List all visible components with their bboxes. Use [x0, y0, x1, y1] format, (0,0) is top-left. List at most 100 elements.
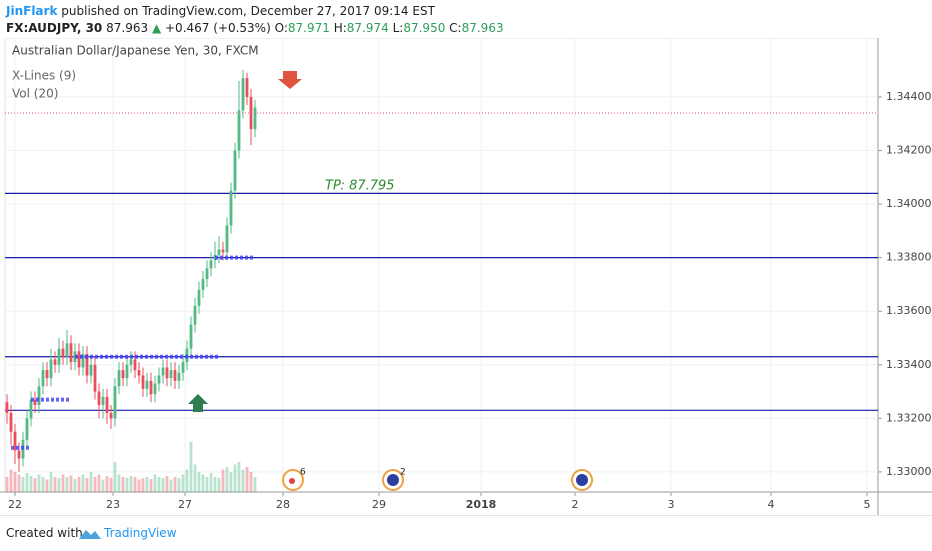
x-tick-label: 23 [106, 498, 120, 511]
candle-body [145, 380, 149, 389]
volume-bar [69, 475, 73, 492]
volume-bar [57, 478, 61, 492]
x-tick-label: 4 [768, 498, 775, 511]
candle-body [57, 348, 61, 365]
l: 87.950 [403, 21, 446, 35]
candle-body [45, 370, 49, 379]
volume-bar [177, 478, 181, 492]
candle-body [229, 190, 233, 226]
candle-body [77, 351, 81, 368]
volume-bar [153, 474, 157, 492]
plot-frame [4, 38, 879, 493]
y-tick-label: 1.34000 [886, 197, 932, 210]
volume-bar [21, 477, 25, 492]
candle-body [29, 399, 33, 419]
y-tick-label: 1.34200 [886, 143, 932, 156]
candle-body [113, 386, 117, 419]
volume-bar [117, 474, 121, 492]
candle-body [141, 375, 145, 389]
candle-body [101, 396, 105, 405]
volume-bar [129, 476, 133, 492]
candle-body [81, 354, 85, 368]
x-tick-label: 2 [572, 498, 579, 511]
candle-body [5, 402, 9, 413]
x-tick-label: 22 [8, 498, 22, 511]
candle-body [153, 383, 157, 395]
volume-bar [109, 478, 113, 492]
y-tick-label: 1.33400 [886, 358, 932, 371]
candle-body [253, 107, 257, 130]
y-tick-label: 1.33800 [886, 251, 932, 264]
volume-bar [161, 478, 165, 492]
candle-body [173, 370, 177, 381]
volume-bar [221, 469, 225, 492]
candle-body [69, 343, 73, 363]
candle-body [85, 354, 89, 376]
event-flag [576, 474, 588, 486]
candle-body [169, 370, 173, 379]
volume-bar [113, 462, 117, 492]
candle-body [177, 372, 181, 381]
chart: Australian Dollar/Japanese Yen, 30, FXCM… [0, 38, 932, 515]
volume-bar [173, 477, 177, 492]
brand[interactable]: TradingView [104, 526, 177, 540]
volume-bar [157, 477, 161, 492]
created-with: Created with [6, 526, 83, 540]
volume-bar [105, 476, 109, 492]
volume-bar [45, 479, 49, 492]
volume-bar [193, 464, 197, 492]
volume-bar [37, 474, 41, 492]
candle-body [13, 431, 17, 451]
candle-body [221, 249, 225, 253]
volume-bar [41, 477, 45, 492]
volume-bar [233, 464, 237, 492]
volume-bar [33, 478, 37, 492]
candle-body [197, 289, 201, 306]
volume-bar [53, 477, 57, 492]
change: +0.467 (+0.53%) [165, 21, 271, 35]
volume-bar [241, 469, 245, 492]
candle-body [205, 268, 209, 280]
up-arrow [188, 394, 208, 412]
volume-bar [217, 478, 221, 492]
candle-body [225, 225, 229, 253]
volume-bar [225, 467, 229, 492]
candle-body [125, 364, 129, 379]
author[interactable]: JinFlark [6, 4, 58, 18]
annotation: TP: 87.795 [325, 179, 395, 194]
published: published on TradingView.com, December 2… [61, 4, 435, 18]
candle-body [201, 279, 205, 290]
candle-body [133, 359, 137, 371]
candle-body [53, 359, 57, 365]
candle-body [61, 348, 65, 357]
candle-body [65, 343, 69, 357]
volume-bar [9, 469, 13, 492]
c: 87.963 [461, 21, 504, 35]
legend-main: Australian Dollar/Japanese Yen, 30, FXCM [12, 44, 259, 58]
o: 87.971 [287, 21, 330, 35]
y-tick-label: 1.34400 [886, 90, 932, 103]
volume-bar [201, 474, 205, 492]
candle-body [41, 370, 45, 387]
candle-body [157, 375, 161, 384]
change-arrow: ▲ [151, 21, 162, 35]
x-tick-label: 29 [372, 498, 386, 511]
o-label: O: [274, 21, 288, 35]
legend-xlines: X-Lines (9) [12, 69, 76, 83]
volume-bar [181, 474, 185, 492]
volume-bar [49, 472, 53, 492]
volume-bar [145, 477, 149, 492]
volume-bar [141, 478, 145, 492]
candle-body [89, 364, 93, 376]
volume-bar [249, 472, 253, 492]
candle-body [33, 399, 37, 405]
candle-body [105, 396, 109, 413]
candle-body [161, 367, 165, 376]
footer: Created with TradingView [0, 515, 932, 551]
volume-bar [165, 476, 169, 492]
candle-body [121, 370, 125, 379]
candle-body [245, 78, 249, 97]
volume-bar [253, 477, 257, 492]
volume-bar [229, 472, 233, 492]
